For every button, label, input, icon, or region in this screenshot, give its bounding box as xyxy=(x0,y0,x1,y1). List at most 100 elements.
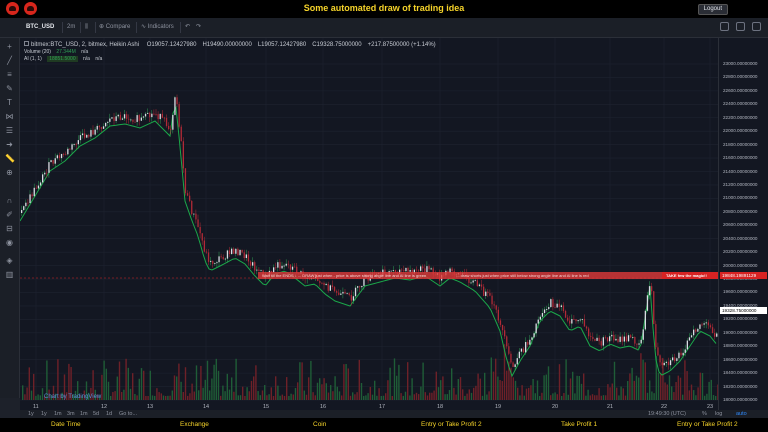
undo-icon[interactable]: ↶ xyxy=(185,24,191,30)
zoom-tool-icon[interactable]: ⊕ xyxy=(6,168,13,177)
notification-icon[interactable] xyxy=(24,2,37,15)
symbol-search[interactable]: BTC_USD xyxy=(26,24,55,30)
volume-bar xyxy=(444,394,446,400)
range-button[interactable]: 1m xyxy=(80,411,88,417)
volume-bar xyxy=(202,387,204,400)
signal-price-tag: 19848.19891129 xyxy=(720,272,767,280)
candle-body xyxy=(588,328,590,337)
candle-body xyxy=(405,267,407,272)
arrow-tool-icon[interactable]: ➜ xyxy=(6,140,13,149)
log-scale-toggle[interactable]: log xyxy=(715,411,723,417)
candle-body xyxy=(109,118,111,122)
volume-bar xyxy=(281,394,283,400)
trash-icon[interactable]: ▥ xyxy=(5,270,14,279)
indicators-icon: ∿ xyxy=(141,24,148,30)
volume-bar xyxy=(462,389,464,400)
candle-body xyxy=(470,282,472,284)
range-button[interactable]: 1d xyxy=(106,411,113,417)
indicators-button[interactable]: ∿ Indicators xyxy=(141,24,174,30)
settings-icon[interactable] xyxy=(720,22,729,31)
range-button[interactable]: 3m xyxy=(67,411,75,417)
candle-body xyxy=(75,144,77,145)
range-button[interactable]: Go to... xyxy=(119,411,138,417)
volume-bar xyxy=(66,392,68,400)
legend-toggle-icon[interactable] xyxy=(24,41,29,46)
price-axis-label: 20800.00000000 xyxy=(723,208,758,214)
volume-bar xyxy=(52,385,55,400)
candle-body xyxy=(573,319,575,320)
range-button[interactable]: 1m xyxy=(54,411,62,417)
range-button[interactable]: 1y xyxy=(28,411,34,417)
volume-bar xyxy=(90,387,92,400)
auto-scale-toggle[interactable]: auto xyxy=(736,411,747,417)
volume-bar xyxy=(68,363,70,400)
fullscreen-icon[interactable] xyxy=(736,22,745,31)
volume-bar xyxy=(200,365,202,400)
price-axis[interactable]: 23000.00000000 22800.00000000 22600.000000… xyxy=(718,38,768,410)
volume-bar xyxy=(477,373,479,400)
range-button[interactable]: 1y xyxy=(41,411,47,417)
brush-tool-icon[interactable]: ✎ xyxy=(6,84,13,93)
interval-selector[interactable]: 2m xyxy=(67,24,76,30)
volume-bar xyxy=(558,364,561,400)
pattern-tool-icon[interactable]: ⋈ xyxy=(5,112,14,121)
candle-body xyxy=(693,329,695,336)
volume-bar xyxy=(191,383,193,400)
volume-bar xyxy=(325,383,327,400)
candle-body xyxy=(165,117,168,126)
range-button[interactable]: 5d xyxy=(93,411,100,417)
tradingview-watermark[interactable]: Chart by TradingView xyxy=(44,394,102,400)
volume-bar xyxy=(283,395,286,400)
price-chart[interactable]: 11 12 13 14 15 16 17 18 19 20 21 22 23 bitmex:BTC_US… xyxy=(20,38,718,410)
candle-body xyxy=(144,113,147,117)
ai-line xyxy=(20,105,717,378)
lock-icon[interactable]: ⊟ xyxy=(6,224,13,233)
compare-button[interactable]: ⊕ Compare xyxy=(99,24,131,30)
candle-body xyxy=(567,317,569,321)
ai-legend: AI (1, 1) 18851.5000 n/a n/a xyxy=(24,56,103,62)
volume-bar xyxy=(138,378,140,400)
chart-style-icon[interactable]: ⫼ xyxy=(85,24,88,30)
volume-bar xyxy=(455,394,457,400)
candle-body xyxy=(92,130,94,135)
fib-tool-icon[interactable]: ☰ xyxy=(5,126,14,135)
candle-body xyxy=(50,160,52,163)
magnet-tool-icon[interactable]: ∩ xyxy=(6,196,13,205)
horizontal-line-tool-icon[interactable]: ≡ xyxy=(7,70,12,79)
price-axis-label: 22800.00000000 xyxy=(723,74,758,80)
snapshot-icon[interactable] xyxy=(752,22,761,31)
eye-icon[interactable]: ◉ xyxy=(6,238,13,247)
volume-bar xyxy=(140,368,143,400)
logout-button[interactable]: Logout xyxy=(697,4,728,15)
candle-body xyxy=(235,248,237,254)
candle-body xyxy=(289,264,292,270)
candle-body xyxy=(67,148,69,155)
pen-lock-icon[interactable]: ✐ xyxy=(6,210,13,219)
volume-bar xyxy=(457,379,459,400)
volume-bar xyxy=(107,381,110,400)
volume-bar xyxy=(160,393,162,400)
candle-body xyxy=(210,260,212,262)
trend-line-tool-icon[interactable]: ╱ xyxy=(7,56,12,65)
bell-icon[interactable] xyxy=(6,2,19,15)
volume-bar xyxy=(270,387,272,400)
candle-body xyxy=(648,286,651,296)
volume-bar xyxy=(499,380,501,400)
redo-icon[interactable]: ↷ xyxy=(196,24,202,30)
layers-icon[interactable]: ◈ xyxy=(6,256,13,265)
text-tool-icon[interactable]: T xyxy=(7,98,12,107)
volume-bar xyxy=(59,394,61,400)
time-axis-label: 14 xyxy=(203,404,209,410)
volume-bar xyxy=(609,387,611,400)
time-axis-label: 13 xyxy=(147,404,153,410)
volume-bar xyxy=(30,390,33,400)
volume-bar xyxy=(563,393,565,400)
percent-scale-toggle[interactable]: % xyxy=(702,411,707,417)
candlestick-plot[interactable]: 11 12 13 14 15 16 17 18 19 20 21 22 23 xyxy=(20,38,718,410)
ruler-tool-icon[interactable]: 📏 xyxy=(5,154,15,163)
candle-body xyxy=(701,324,703,326)
volume-bar xyxy=(653,393,655,400)
crosshair-tool-icon[interactable]: + xyxy=(7,42,12,51)
candle-body xyxy=(126,114,128,119)
candle-body xyxy=(321,282,323,284)
